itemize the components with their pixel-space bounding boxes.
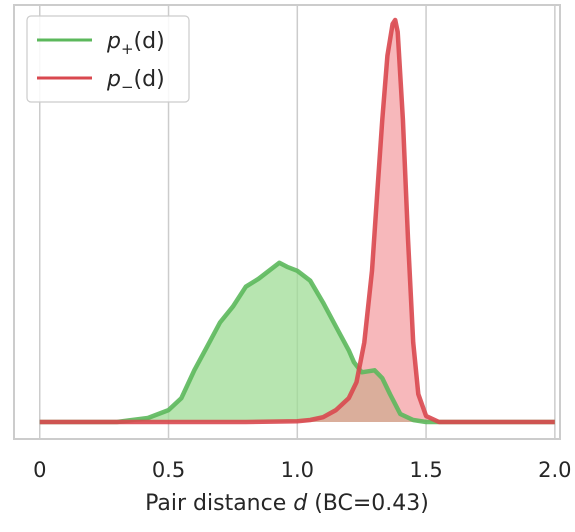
x-axis-label-suffix: (BC=0.43) <box>307 491 429 516</box>
x-tick-label-3: 1.5 <box>409 458 442 482</box>
x-tick-label-0: 0 <box>33 458 46 482</box>
area-p-plus <box>39 262 555 422</box>
line-p-plus <box>39 260 555 425</box>
x-axis-label-var: d <box>293 491 308 516</box>
x-tick-labels: 0 0.5 1.0 1.5 2.0 <box>33 458 571 482</box>
legend-label-p-plus: p+(d) <box>106 29 165 58</box>
series-fills <box>39 20 555 422</box>
legend-label-p-minus: p−(d) <box>106 67 165 96</box>
series-lines <box>39 17 555 425</box>
legend-box <box>26 15 190 103</box>
legend: p+(d) p−(d) <box>26 15 190 103</box>
plot-frame <box>13 4 561 440</box>
x-axis-label: Pair distance d (BC=0.43) <box>145 491 429 516</box>
x-tick-label-2: 1.0 <box>281 458 314 482</box>
line-p-minus <box>39 17 555 425</box>
x-tick-label-1: 0.5 <box>152 458 185 482</box>
x-tick-label-4: 2.0 <box>538 458 571 482</box>
series-layer <box>39 17 555 425</box>
x-axis-label-prefix: Pair distance <box>145 491 293 516</box>
